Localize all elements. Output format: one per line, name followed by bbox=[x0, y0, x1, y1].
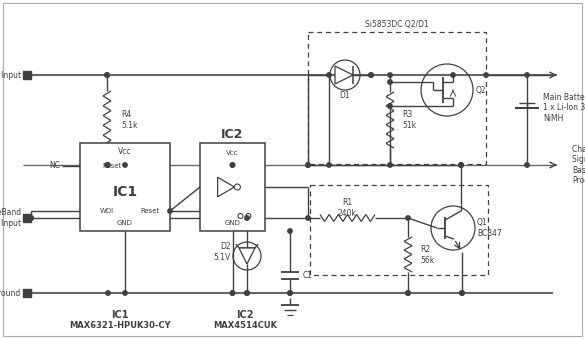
Circle shape bbox=[369, 73, 373, 77]
Text: IC1: IC1 bbox=[111, 310, 129, 320]
Text: Ground: Ground bbox=[0, 288, 21, 298]
Text: IC2: IC2 bbox=[236, 310, 254, 320]
Text: IC1: IC1 bbox=[112, 185, 137, 199]
Circle shape bbox=[245, 291, 249, 295]
Circle shape bbox=[288, 291, 292, 295]
Circle shape bbox=[525, 163, 529, 167]
Circle shape bbox=[388, 104, 392, 108]
Circle shape bbox=[29, 216, 33, 220]
Text: GND: GND bbox=[117, 220, 133, 226]
Text: R2
56k: R2 56k bbox=[420, 245, 434, 265]
Circle shape bbox=[327, 73, 331, 77]
Text: Charge Ready
Signal to
BaseBand
Processor.: Charge Ready Signal to BaseBand Processo… bbox=[572, 145, 585, 185]
Circle shape bbox=[245, 291, 249, 295]
Circle shape bbox=[230, 163, 235, 167]
Circle shape bbox=[123, 163, 127, 167]
Circle shape bbox=[230, 291, 235, 295]
Circle shape bbox=[484, 73, 488, 77]
Bar bbox=[80, 143, 170, 231]
Circle shape bbox=[105, 163, 109, 167]
Text: R3
51k: R3 51k bbox=[402, 110, 416, 130]
Text: Charger Input: Charger Input bbox=[0, 71, 21, 80]
Circle shape bbox=[29, 216, 33, 220]
Text: D2
5.1V: D2 5.1V bbox=[214, 242, 231, 262]
Bar bbox=[23, 214, 31, 222]
Circle shape bbox=[406, 291, 410, 295]
Circle shape bbox=[306, 163, 310, 167]
Circle shape bbox=[288, 229, 292, 233]
Bar bbox=[200, 143, 265, 231]
Text: WDI: WDI bbox=[100, 208, 114, 214]
Text: IC2: IC2 bbox=[221, 128, 244, 141]
Circle shape bbox=[388, 163, 392, 167]
Text: Si5853DC Q2/D1: Si5853DC Q2/D1 bbox=[365, 20, 429, 28]
Circle shape bbox=[123, 291, 127, 295]
Bar bbox=[308, 32, 486, 164]
Bar bbox=[310, 185, 488, 275]
Text: Reset: Reset bbox=[102, 163, 121, 169]
Circle shape bbox=[451, 73, 455, 77]
Circle shape bbox=[406, 291, 410, 295]
Circle shape bbox=[525, 73, 529, 77]
Circle shape bbox=[245, 216, 249, 220]
Circle shape bbox=[459, 163, 463, 167]
Circle shape bbox=[388, 80, 392, 84]
Circle shape bbox=[168, 209, 172, 213]
Text: Q1
BC847: Q1 BC847 bbox=[477, 218, 502, 238]
Circle shape bbox=[460, 291, 464, 295]
Circle shape bbox=[106, 163, 110, 167]
Circle shape bbox=[327, 163, 331, 167]
Circle shape bbox=[306, 163, 310, 167]
Text: Reset: Reset bbox=[140, 208, 159, 214]
Circle shape bbox=[388, 73, 392, 77]
Circle shape bbox=[105, 73, 109, 77]
Circle shape bbox=[459, 163, 463, 167]
Circle shape bbox=[369, 73, 373, 77]
Bar bbox=[23, 71, 31, 79]
Text: D1: D1 bbox=[340, 91, 350, 100]
Circle shape bbox=[459, 163, 463, 167]
Text: MAX4514CUK: MAX4514CUK bbox=[213, 320, 277, 330]
Text: BaseBand
PWM Input: BaseBand PWM Input bbox=[0, 208, 21, 228]
Text: R4
5.1k: R4 5.1k bbox=[121, 110, 137, 130]
Text: Vcc: Vcc bbox=[226, 150, 239, 156]
Text: R1
240k: R1 240k bbox=[338, 198, 357, 218]
Text: Vcc: Vcc bbox=[118, 146, 132, 156]
Text: GND: GND bbox=[225, 220, 240, 226]
Circle shape bbox=[406, 216, 410, 220]
Circle shape bbox=[288, 291, 292, 295]
Circle shape bbox=[230, 291, 235, 295]
Text: Q2: Q2 bbox=[476, 85, 487, 95]
Text: Main Battery
1 x Li-Ion 3 x
NiMH: Main Battery 1 x Li-Ion 3 x NiMH bbox=[543, 93, 585, 123]
Text: C1: C1 bbox=[303, 271, 313, 279]
Bar bbox=[23, 289, 31, 297]
Circle shape bbox=[106, 291, 110, 295]
Polygon shape bbox=[335, 66, 353, 84]
Circle shape bbox=[460, 291, 464, 295]
Text: NC: NC bbox=[49, 161, 60, 171]
Circle shape bbox=[306, 216, 310, 220]
Text: MAX6321-HPUK30-CY: MAX6321-HPUK30-CY bbox=[69, 320, 171, 330]
Circle shape bbox=[230, 163, 235, 167]
Circle shape bbox=[105, 73, 109, 77]
Polygon shape bbox=[239, 248, 255, 264]
